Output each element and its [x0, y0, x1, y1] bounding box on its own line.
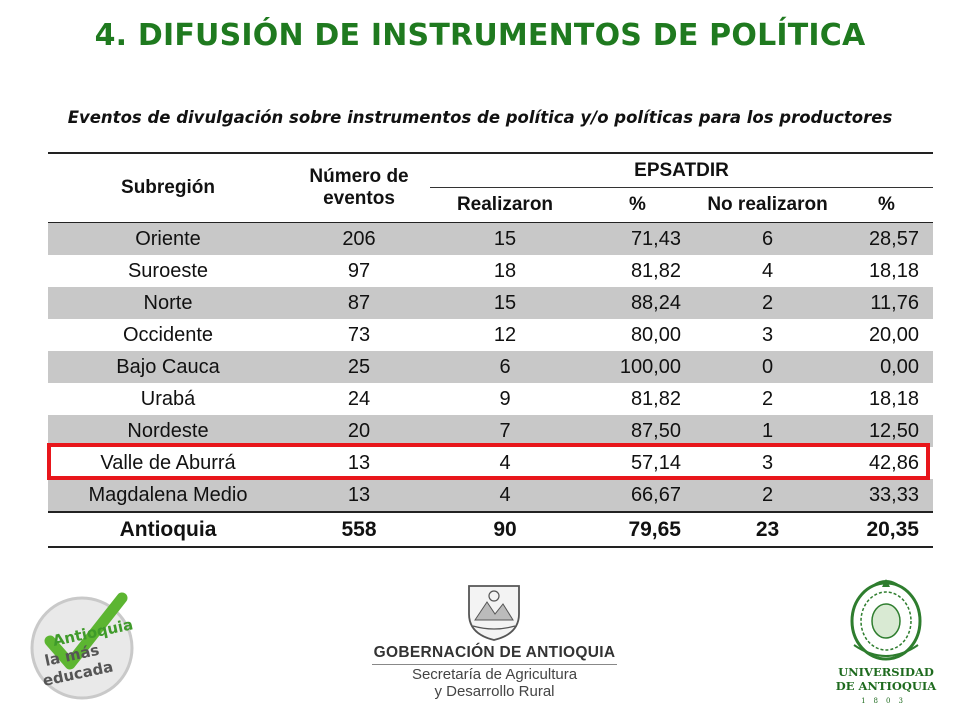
cell-pct2: 28,57: [840, 222, 933, 255]
table-row: Magdalena Medio 13 4 66,67 2 33,33: [48, 479, 933, 512]
cell-realizaron: 6: [430, 351, 580, 383]
udea-name-line2: DE ANTIOQUIA: [835, 679, 937, 693]
table-row: Occidente 73 12 80,00 3 20,00: [48, 319, 933, 351]
cell-pct2: 0,00: [840, 351, 933, 383]
cell-subregion: Suroeste: [127, 259, 209, 282]
cell-no: 4: [761, 259, 774, 282]
header-pct-no-realizaron: %: [840, 187, 933, 223]
header-realizaron: Realizaron: [430, 187, 580, 223]
udea-seal-icon: [850, 579, 922, 661]
cell-realizaron: 7: [430, 415, 580, 447]
header-eventos: Número de eventos: [309, 166, 409, 209]
cell-pct2: 12,50: [840, 415, 933, 447]
antioquia-la-mas-educada-logo: Antioquia la más educada: [30, 592, 135, 700]
cell-pct1: 81,82: [630, 387, 681, 410]
cell-realizaron: 90: [430, 511, 580, 548]
gobernacion-name: GOBERNACIÓN DE ANTIOQUIA: [372, 644, 617, 665]
secretaria-name: Secretaría de Agricultura y Desarrollo R…: [372, 666, 617, 700]
cell-eventos: 87: [288, 287, 430, 319]
table-row: Norte 87 15 88,24 2 11,76: [48, 287, 933, 319]
table-row: Nordeste 20 7 87,50 1 12,50: [48, 415, 933, 447]
cell-eventos: 13: [288, 479, 430, 512]
table-body: Oriente 206 15 71,43 6 28,57 Suroeste 97 18 81,82…: [48, 222, 933, 548]
cell-subregion: Oriente: [48, 222, 288, 255]
cell-no: 0: [695, 351, 840, 383]
cell-no: 2: [695, 479, 840, 512]
cell-pct1: 87,50: [580, 415, 695, 447]
cell-subregion: Bajo Cauca: [48, 351, 288, 383]
cell-eventos: 558: [288, 511, 430, 548]
cell-pct2: 42,86: [868, 451, 919, 474]
cell-subregion: Magdalena Medio: [48, 479, 288, 512]
cell-eventos: 13: [347, 451, 371, 474]
cell-pct2: 11,76: [840, 287, 933, 319]
cell-pct1: 79,65: [580, 511, 695, 548]
gobernacion-logo: GOBERNACIÓN DE ANTIOQUIA Secretaría de A…: [372, 580, 617, 705]
table-row: Suroeste 97 18 81,82 4 18,18: [48, 255, 933, 287]
header-no-realizaron: No realizaron: [695, 187, 840, 223]
udea-name: UNIVERSIDAD DE ANTIOQUIA: [832, 665, 940, 693]
cell-subregion: Norte: [48, 287, 288, 319]
cell-eventos: 20: [288, 415, 430, 447]
table-total-row: Antioquia 558 90 79,65 23 20,35: [48, 511, 933, 548]
cell-no: 1: [695, 415, 840, 447]
coat-of-arms-icon: [468, 585, 520, 641]
header-subregion: Subregión: [121, 177, 215, 198]
cell-realizaron: 18: [493, 259, 517, 282]
events-table: Subregión Número de eventos EPSATDIR Rea…: [48, 152, 933, 548]
cell-pct2: 18,18: [868, 259, 919, 282]
cell-realizaron: 4: [430, 479, 580, 512]
table-row: Urabá 24 9 81,82 2 18,18: [48, 383, 933, 415]
secretaria-line2: y Desarrollo Rural: [434, 683, 555, 700]
cell-realizaron: 9: [499, 387, 511, 410]
cell-pct2: 18,18: [868, 387, 919, 410]
cell-subregion: Nordeste: [48, 415, 288, 447]
cell-no: 2: [695, 287, 840, 319]
cell-subregion: Antioquia: [48, 511, 288, 548]
cell-eventos: 24: [347, 387, 371, 410]
cell-subregion: Urabá: [140, 387, 196, 410]
cell-eventos: 73: [347, 323, 371, 346]
cell-realizaron: 4: [499, 451, 511, 474]
udea-name-line1: UNIVERSIDAD: [838, 665, 934, 679]
highlight-box: [47, 443, 930, 480]
cell-realizaron: 12: [493, 323, 517, 346]
cell-pct1: 81,82: [630, 259, 681, 282]
cell-no: 3: [761, 323, 774, 346]
cell-no: 3: [761, 451, 774, 474]
cell-pct2: 33,33: [840, 479, 933, 512]
cell-pct2: 20,00: [868, 323, 919, 346]
cell-eventos: 25: [288, 351, 430, 383]
cell-pct2: 20,35: [840, 511, 933, 548]
cell-pct1: 88,24: [580, 287, 695, 319]
header-epsatdir: EPSATDIR: [634, 159, 729, 181]
udea-year: 1803: [861, 697, 911, 705]
cell-pct1: 71,43: [580, 222, 695, 255]
udea-logo: UNIVERSIDAD DE ANTIOQUIA 1803: [832, 575, 940, 715]
cell-pct1: 57,14: [630, 451, 681, 474]
table-row: Valle de Aburrá 13 4 57,14 3 42,86: [48, 447, 933, 479]
cell-no: 23: [695, 511, 840, 548]
cell-no: 2: [761, 387, 774, 410]
cell-pct1: 66,67: [580, 479, 695, 512]
cell-realizaron: 15: [430, 287, 580, 319]
cell-no: 6: [695, 222, 840, 255]
cell-pct1: 80,00: [630, 323, 681, 346]
secretaria-line1: Secretaría de Agricultura: [411, 666, 578, 683]
slide-title: 4. DIFUSIÓN DE INSTRUMENTOS DE POLÍTICA: [94, 18, 866, 53]
table-caption: Eventos de divulgación sobre instrumento…: [67, 108, 893, 127]
cell-subregion: Occidente: [122, 323, 214, 346]
cell-subregion: Valle de Aburrá: [100, 451, 236, 474]
cell-eventos: 97: [347, 259, 371, 282]
header-pct-realizaron: %: [580, 187, 695, 223]
table-row: Oriente 206 15 71,43 6 28,57: [48, 222, 933, 255]
cell-realizaron: 15: [430, 222, 580, 255]
table-row: Bajo Cauca 25 6 100,00 0 0,00: [48, 351, 933, 383]
cell-eventos: 206: [288, 222, 430, 255]
cell-pct1: 100,00: [580, 351, 695, 383]
